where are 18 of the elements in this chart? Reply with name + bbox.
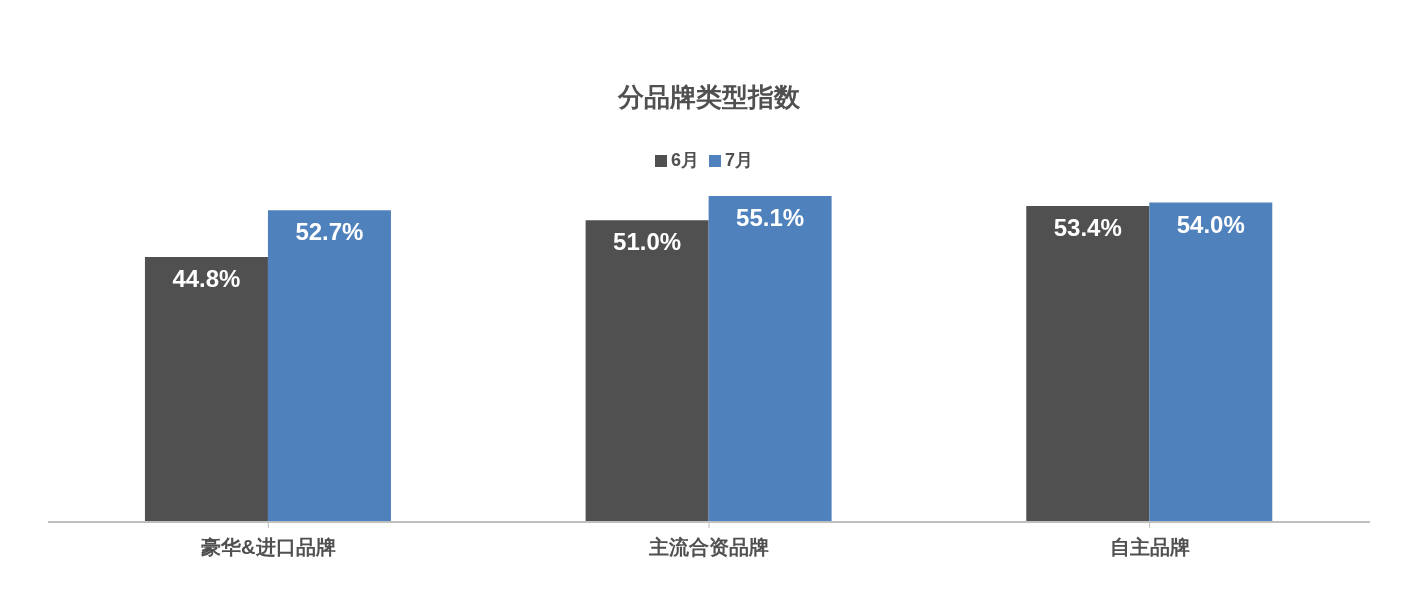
chart-title: 分品牌类型指数 (616, 81, 801, 114)
x-tick-label: 自主品牌 (1109, 536, 1190, 559)
data-label: 44.8% (172, 264, 241, 292)
legend-label: 7月 (725, 150, 754, 170)
data-label: 53.4% (1053, 214, 1122, 242)
bar (267, 210, 391, 522)
x-tick-label: 主流合资品牌 (648, 536, 769, 559)
x-tick-label: 豪华&进口品牌 (200, 536, 336, 559)
bar (708, 195, 832, 522)
legend-label: 6月 (670, 150, 699, 170)
bar (585, 220, 709, 522)
data-label: 55.1% (736, 203, 805, 231)
data-label: 51.0% (613, 228, 682, 256)
data-label: 54.0% (1176, 210, 1245, 238)
bar (144, 256, 268, 522)
bar (1149, 202, 1273, 522)
data-label: 52.7% (295, 218, 364, 246)
bar (1026, 206, 1150, 522)
